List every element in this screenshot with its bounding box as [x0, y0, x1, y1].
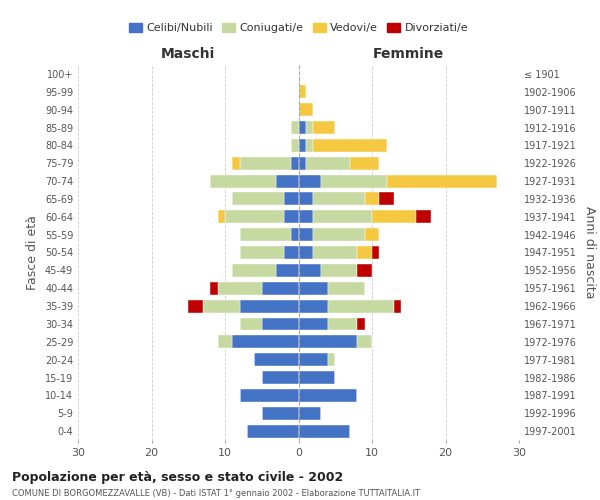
- Bar: [299, 424, 350, 438]
- Bar: [284, 210, 299, 223]
- Bar: [328, 353, 335, 366]
- Legend: Celibi/Nubili, Coniugati/e, Vedovi/e, Divorziati/e: Celibi/Nubili, Coniugati/e, Vedovi/e, Di…: [124, 18, 473, 38]
- Bar: [240, 228, 291, 241]
- Bar: [313, 210, 372, 223]
- Y-axis label: Fasce di età: Fasce di età: [26, 215, 39, 290]
- Bar: [277, 174, 299, 188]
- Bar: [254, 353, 299, 366]
- Bar: [232, 264, 277, 277]
- Text: Femmine: Femmine: [373, 48, 445, 62]
- Bar: [240, 300, 299, 312]
- Bar: [211, 174, 277, 188]
- Bar: [299, 389, 358, 402]
- Bar: [358, 318, 365, 330]
- Bar: [350, 157, 379, 170]
- Text: COMUNE DI BORGOMEZZAVALLE (VB) - Dati ISTAT 1° gennaio 2002 - Elaborazione TUTTA: COMUNE DI BORGOMEZZAVALLE (VB) - Dati IS…: [12, 489, 420, 498]
- Bar: [299, 139, 306, 152]
- Bar: [372, 210, 416, 223]
- Bar: [284, 246, 299, 259]
- Bar: [299, 318, 328, 330]
- Bar: [299, 264, 320, 277]
- Bar: [299, 174, 320, 188]
- Bar: [291, 228, 299, 241]
- Bar: [299, 282, 328, 294]
- Bar: [328, 282, 365, 294]
- Bar: [358, 246, 372, 259]
- Bar: [225, 210, 284, 223]
- Bar: [262, 371, 299, 384]
- Bar: [299, 407, 320, 420]
- Bar: [240, 157, 291, 170]
- Bar: [313, 121, 335, 134]
- Bar: [299, 300, 328, 312]
- Bar: [320, 174, 387, 188]
- Text: Popolazione per età, sesso e stato civile - 2002: Popolazione per età, sesso e stato civil…: [12, 472, 343, 484]
- Bar: [313, 246, 357, 259]
- Bar: [299, 228, 313, 241]
- Bar: [306, 139, 313, 152]
- Text: Maschi: Maschi: [161, 48, 215, 62]
- Bar: [358, 264, 372, 277]
- Bar: [262, 407, 299, 420]
- Bar: [232, 336, 299, 348]
- Bar: [232, 192, 284, 205]
- Bar: [291, 139, 299, 152]
- Bar: [232, 157, 240, 170]
- Bar: [211, 282, 218, 294]
- Bar: [240, 318, 262, 330]
- Bar: [203, 300, 240, 312]
- Bar: [218, 282, 262, 294]
- Bar: [247, 424, 299, 438]
- Y-axis label: Anni di nascita: Anni di nascita: [583, 206, 596, 298]
- Bar: [218, 336, 232, 348]
- Bar: [299, 157, 306, 170]
- Bar: [291, 157, 299, 170]
- Bar: [328, 300, 394, 312]
- Bar: [299, 103, 313, 116]
- Bar: [320, 264, 358, 277]
- Bar: [328, 318, 357, 330]
- Bar: [262, 282, 299, 294]
- Bar: [284, 192, 299, 205]
- Bar: [277, 264, 299, 277]
- Bar: [299, 336, 358, 348]
- Bar: [291, 121, 299, 134]
- Bar: [358, 336, 372, 348]
- Bar: [365, 228, 379, 241]
- Bar: [262, 318, 299, 330]
- Bar: [416, 210, 431, 223]
- Bar: [218, 210, 225, 223]
- Bar: [313, 192, 365, 205]
- Bar: [313, 228, 365, 241]
- Bar: [365, 192, 379, 205]
- Bar: [299, 210, 313, 223]
- Bar: [372, 246, 379, 259]
- Bar: [188, 300, 203, 312]
- Bar: [299, 371, 335, 384]
- Bar: [387, 174, 497, 188]
- Bar: [240, 246, 284, 259]
- Bar: [306, 157, 350, 170]
- Bar: [299, 353, 328, 366]
- Bar: [299, 86, 306, 98]
- Bar: [299, 192, 313, 205]
- Bar: [394, 300, 401, 312]
- Bar: [240, 389, 299, 402]
- Bar: [306, 121, 313, 134]
- Bar: [299, 246, 313, 259]
- Bar: [313, 139, 387, 152]
- Bar: [379, 192, 394, 205]
- Bar: [299, 121, 306, 134]
